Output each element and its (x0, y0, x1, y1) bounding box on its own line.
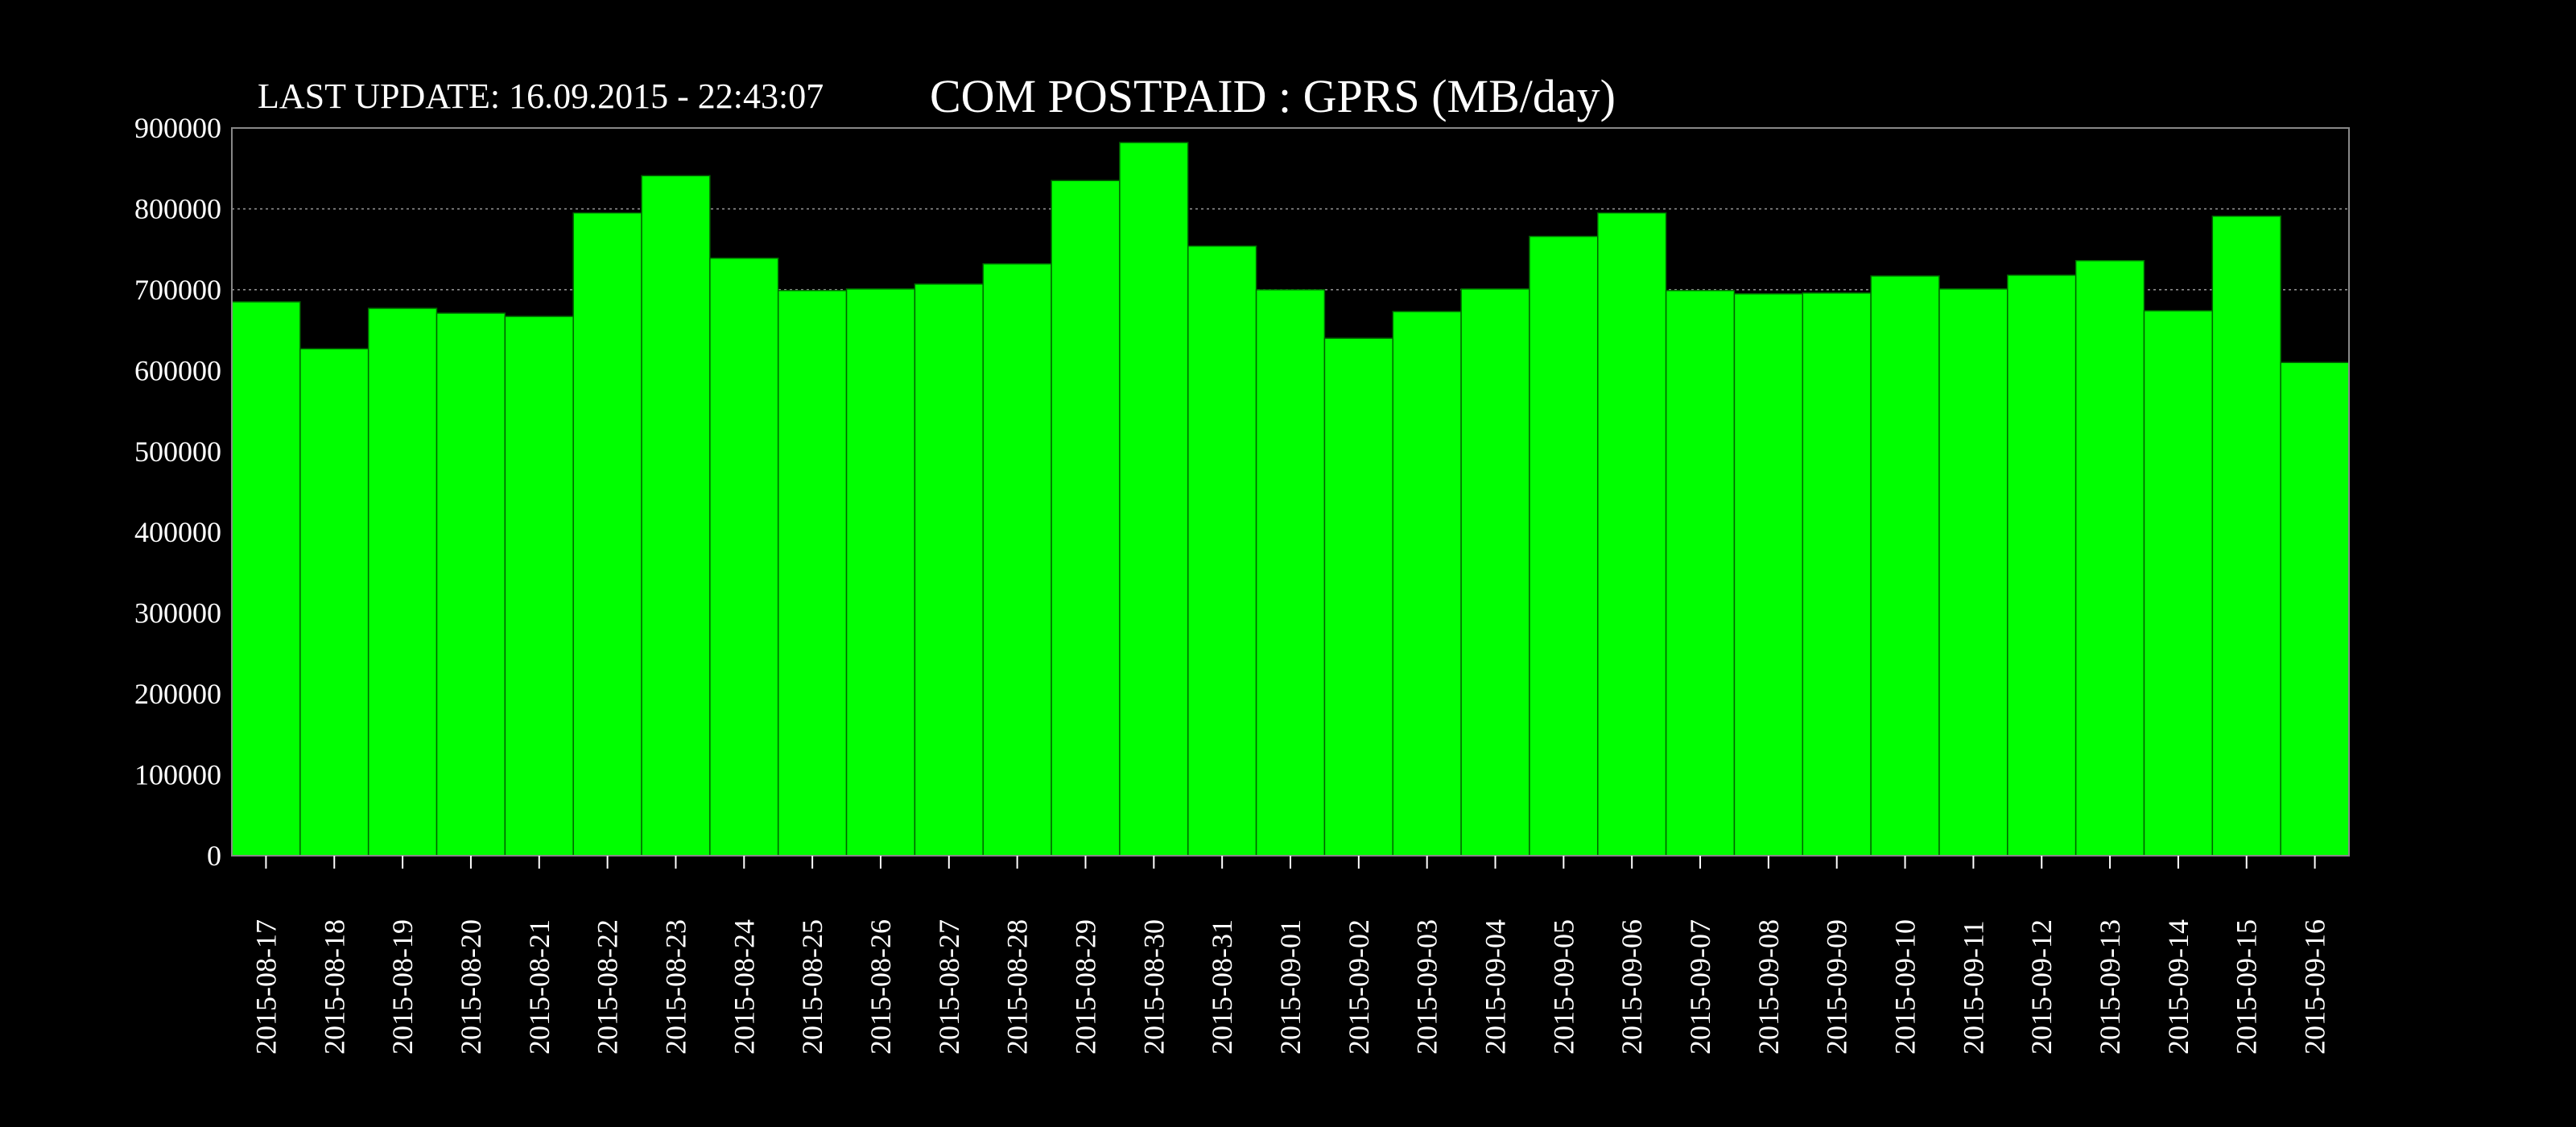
bar (777, 290, 848, 857)
x-tick-label: 2015-08-28 (1001, 919, 1034, 1055)
y-tick-label: 500000 (134, 436, 221, 468)
x-tick-label: 2015-09-09 (1821, 919, 1853, 1055)
x-tick-label: 2015-09-16 (2299, 919, 2331, 1055)
bar (1051, 180, 1121, 857)
bar (367, 308, 438, 857)
x-tick-label: 2015-08-17 (250, 919, 282, 1055)
x-tick-label: 2015-09-13 (2094, 919, 2126, 1055)
y-tick-label: 300000 (134, 597, 221, 630)
bar (1392, 311, 1462, 857)
y-tick-label: 600000 (134, 354, 221, 386)
bars (231, 142, 2350, 857)
bar (1733, 293, 1804, 857)
x-tick-label: 2015-08-19 (386, 919, 419, 1055)
y-tick-label: 200000 (134, 678, 221, 710)
bar (1187, 245, 1257, 857)
bar (914, 283, 984, 857)
y-axis: 0 100000 200000 300000 400000 500000 600000 700… (134, 112, 221, 872)
bar (504, 316, 574, 857)
bar (1938, 288, 2008, 857)
x-tick-label: 2015-08-20 (455, 919, 487, 1055)
x-tick-label: 2015-08-21 (523, 919, 555, 1055)
x-tick-label: 2015-09-14 (2162, 919, 2194, 1055)
y-tick-label: 0 (207, 840, 221, 872)
bar (641, 175, 711, 857)
x-tick-label: 2015-08-29 (1069, 919, 1101, 1055)
x-tick-label: 2015-09-01 (1274, 919, 1307, 1055)
x-tick-label: 2015-09-05 (1547, 919, 1579, 1055)
x-tick-label: 2015-09-12 (2025, 919, 2058, 1055)
bar (845, 288, 916, 857)
x-tick-label: 2015-09-08 (1752, 919, 1785, 1055)
x-tick-label: 2015-09-03 (1411, 919, 1443, 1055)
y-tick-label: 900000 (134, 112, 221, 144)
bar (1323, 337, 1394, 857)
y-tick-label: 700000 (134, 274, 221, 306)
x-tick-label: 2015-09-06 (1616, 919, 1648, 1055)
bar (709, 257, 779, 857)
y-tick-label: 800000 (134, 192, 221, 225)
chart-title: COM POSTPAID : GPRS (MB/day) (930, 70, 1616, 122)
bar (231, 301, 301, 857)
x-tick-label: 2015-09-02 (1343, 919, 1375, 1055)
y-tick-label: 400000 (134, 516, 221, 548)
bar (1529, 235, 1599, 857)
bar (2074, 259, 2145, 857)
last-update-label: LAST UPDATE: 16.09.2015 - 22:43:07 (258, 76, 824, 116)
bar (1460, 288, 1530, 857)
x-tick-label: 2015-09-11 (1957, 920, 1989, 1055)
x-tick-label: 2015-09-07 (1684, 919, 1716, 1055)
x-tick-label: 2015-09-10 (1889, 919, 1922, 1055)
x-tick-label: 2015-08-25 (796, 919, 828, 1055)
x-tick-label: 2015-08-31 (1206, 919, 1238, 1055)
bar (2280, 361, 2350, 857)
x-tick-label: 2015-08-24 (728, 919, 760, 1055)
bar (1665, 290, 1736, 857)
x-tick-label: 2015-08-23 (659, 919, 691, 1055)
x-axis: 2015-08-17 2015-08-18 2015-08-19 2015-08-20… (250, 856, 2331, 1055)
x-tick-label: 2015-09-15 (2231, 919, 2263, 1055)
bar (1119, 142, 1189, 857)
bar (1597, 212, 1667, 857)
bar (1870, 275, 1940, 857)
bar (436, 312, 506, 857)
bar (2007, 275, 2077, 857)
bar (1255, 289, 1326, 857)
bar (2211, 215, 2281, 857)
bar (572, 212, 642, 857)
x-tick-label: 2015-09-04 (1480, 919, 1512, 1055)
bar (2143, 310, 2214, 857)
x-tick-label: 2015-08-30 (1137, 919, 1170, 1055)
bar (982, 262, 1052, 857)
y-tick-label: 100000 (134, 759, 221, 791)
bar (299, 348, 369, 857)
x-tick-label: 2015-08-26 (865, 919, 897, 1055)
x-tick-label: 2015-08-22 (592, 919, 624, 1055)
bar (1802, 292, 1872, 857)
x-tick-label: 2015-08-27 (933, 919, 965, 1055)
x-tick-label: 2015-08-18 (318, 919, 350, 1055)
